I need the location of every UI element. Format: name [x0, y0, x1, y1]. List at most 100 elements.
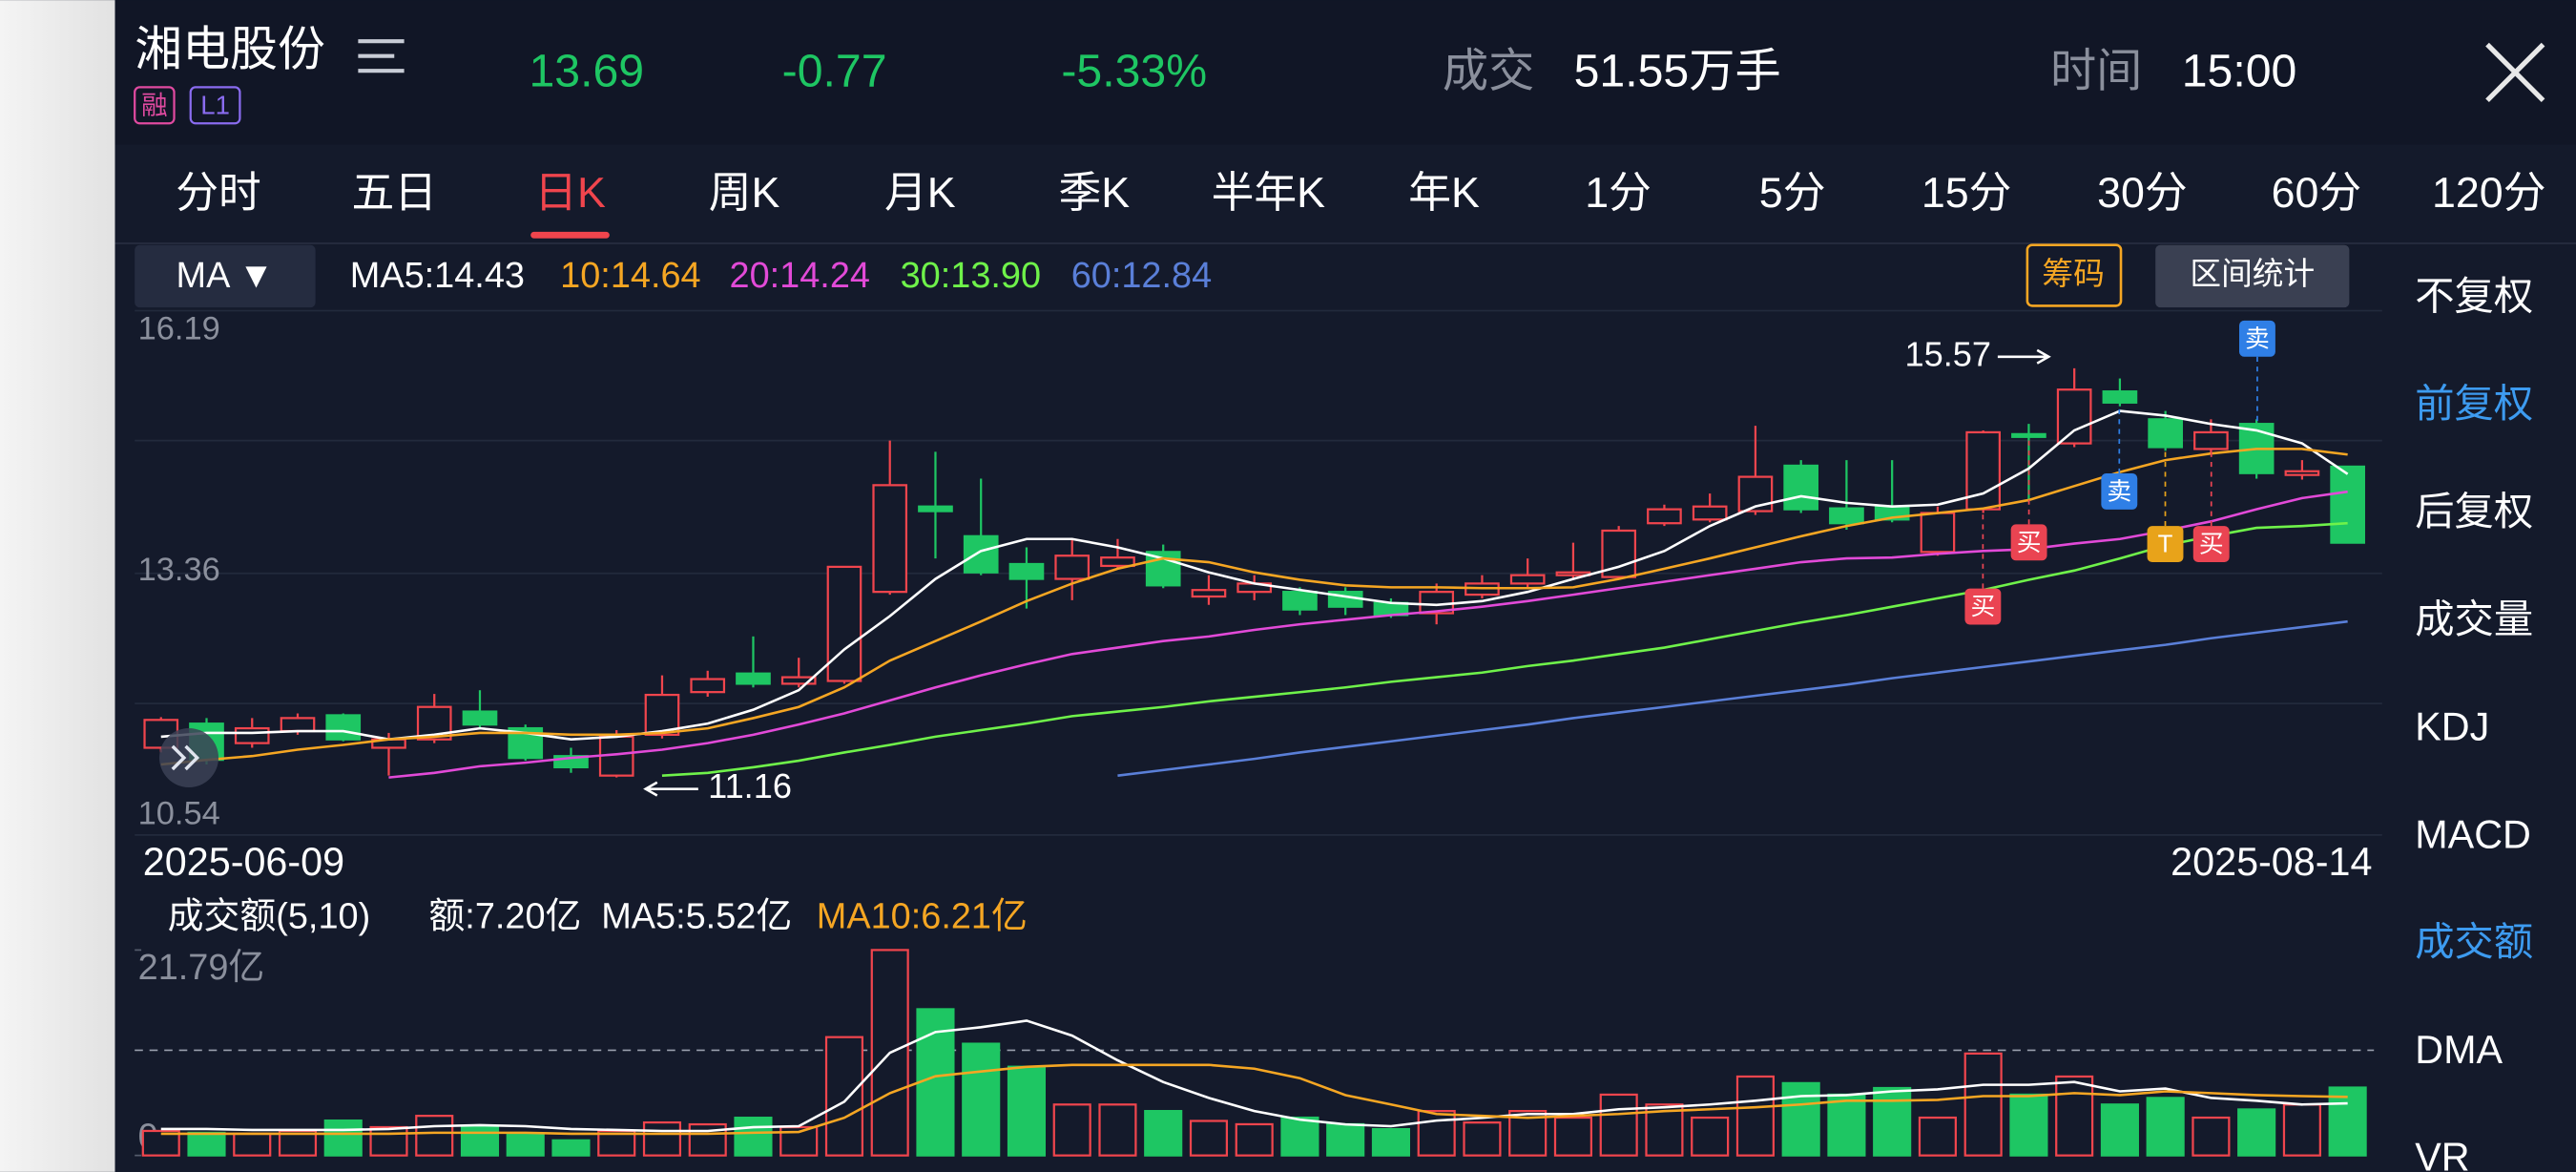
- signal-label: 卖: [2107, 478, 2131, 506]
- candle-body: [2284, 470, 2320, 476]
- volume: 51.55万手: [1574, 45, 1781, 96]
- candle-body: [234, 726, 270, 744]
- volume-bar: [642, 1120, 682, 1157]
- side-menu-item[interactable]: KDJ: [2415, 705, 2489, 749]
- tab[interactable]: 半年K: [1212, 169, 1326, 217]
- volume-bar: [2055, 1075, 2094, 1157]
- volume-label: 成交: [1443, 45, 1534, 96]
- y-tick-label: 21.79亿: [138, 948, 265, 988]
- volume-bar: [1189, 1120, 1229, 1157]
- candle-body: [780, 676, 817, 685]
- side-menu-item[interactable]: 前复权: [2415, 382, 2533, 426]
- side-menu-item[interactable]: VR: [2415, 1136, 2469, 1172]
- volume-bar: [506, 1132, 545, 1157]
- volume-bar: [233, 1132, 272, 1157]
- candle-body: [690, 678, 726, 694]
- low-arrow: [643, 781, 698, 797]
- volume-bar: [1781, 1081, 1820, 1157]
- ma-line: [661, 521, 2348, 778]
- side-menu-item[interactable]: 成交量: [2415, 597, 2533, 641]
- volume-title: 成交额(5,10): [168, 897, 371, 937]
- volume-bar: [1553, 1116, 1592, 1157]
- side-menu-item[interactable]: 不复权: [2415, 274, 2533, 318]
- volume-bar: [1827, 1093, 1866, 1157]
- candle-body: [462, 710, 498, 726]
- candle-body: [1145, 551, 1181, 587]
- tag: 融: [141, 90, 168, 119]
- range-stats-button[interactable]: 区间统计: [2190, 256, 2315, 291]
- tab[interactable]: 5分: [1759, 169, 1826, 217]
- tab[interactable]: 五日: [351, 169, 437, 217]
- candle-body: [280, 717, 316, 733]
- chip-button[interactable]: 筹码: [2042, 256, 2104, 291]
- tab[interactable]: 分时: [176, 169, 261, 217]
- tab[interactable]: 年K: [1408, 169, 1480, 217]
- candle-body: [1920, 512, 1956, 554]
- candle-body: [1829, 507, 1864, 525]
- signal-badge: [2192, 526, 2230, 563]
- ma-selector-bg[interactable]: [135, 244, 316, 308]
- ma-selector[interactable]: MA ▼: [177, 256, 275, 296]
- range-stats-button-bg[interactable]: [2155, 244, 2350, 308]
- volume-bar: [1235, 1122, 1274, 1157]
- volume-ma-legend: MA10:6.21亿: [817, 897, 1028, 937]
- tab[interactable]: 周K: [709, 169, 780, 217]
- candle-body: [553, 755, 589, 769]
- low-annotation: 11.16: [708, 766, 792, 806]
- high-annotation: 15.57: [1905, 334, 1991, 373]
- candle-body: [1054, 555, 1091, 580]
- signal-label: 买: [2199, 532, 2224, 558]
- chip-button-border[interactable]: [2025, 243, 2123, 307]
- tab[interactable]: 月K: [884, 169, 956, 217]
- volume-bar: [1007, 1065, 1047, 1157]
- signal-badge: [2010, 524, 2047, 561]
- expand-icon[interactable]: [159, 727, 219, 787]
- side-menu-item[interactable]: MACD: [2415, 812, 2531, 856]
- volume-bar: [1691, 1116, 1730, 1157]
- ma-line: [160, 1019, 2348, 1133]
- signal-badge: [1964, 588, 2002, 625]
- candle-body: [2148, 418, 2183, 449]
- candle-body: [1008, 562, 1045, 580]
- high-arrow: [1997, 348, 2051, 365]
- signal-label: 买: [2017, 530, 2042, 556]
- tab[interactable]: 日K: [534, 169, 606, 217]
- x-tick-label: 2025-06-09: [143, 840, 344, 884]
- side-menu-item[interactable]: DMA: [2415, 1028, 2503, 1072]
- volume-value-legend: 额:7.20亿: [428, 897, 581, 937]
- ma-legend: 30:13.90: [901, 256, 1041, 296]
- tab[interactable]: 1分: [1585, 169, 1652, 217]
- candle-body: [2056, 388, 2092, 445]
- volume-bar: [141, 1129, 180, 1157]
- side-menu-item[interactable]: 成交额: [2415, 920, 2533, 964]
- volume-bar: [2009, 1093, 2048, 1157]
- volume-bar: [916, 1008, 955, 1157]
- volume-bar: [824, 1036, 864, 1157]
- tag-box: [189, 86, 241, 125]
- x-tick-label: 2025-08-14: [2171, 840, 2372, 884]
- volume-bar: [1098, 1103, 1137, 1157]
- volume-bar: [551, 1139, 591, 1157]
- close-button[interactable]: [2485, 42, 2545, 102]
- candle-body: [1692, 505, 1728, 521]
- ma-legend: 60:12.84: [1071, 256, 1212, 296]
- stock-name: 湘电股份: [135, 22, 325, 75]
- candle-body: [736, 672, 771, 685]
- tab[interactable]: 30分: [2097, 169, 2188, 217]
- price: 13.69: [529, 45, 644, 96]
- volume-bar: [1280, 1116, 1319, 1157]
- menu-icon[interactable]: [358, 39, 405, 73]
- tab[interactable]: 60分: [2272, 169, 2362, 217]
- volume-bar: [1371, 1127, 1411, 1157]
- tab[interactable]: 季K: [1058, 169, 1130, 217]
- candle-body: [918, 505, 953, 513]
- ma-legend: 20:14.24: [730, 256, 870, 296]
- volume-bar: [1735, 1075, 1775, 1157]
- tab[interactable]: 15分: [1922, 169, 2012, 217]
- candle-body: [1647, 508, 1682, 525]
- candle-body: [1100, 556, 1135, 568]
- side-menu-item[interactable]: 后复权: [2415, 490, 2533, 534]
- tab[interactable]: 120分: [2432, 169, 2545, 217]
- candle-body: [2011, 432, 2046, 438]
- time: 15:00: [2182, 45, 2297, 96]
